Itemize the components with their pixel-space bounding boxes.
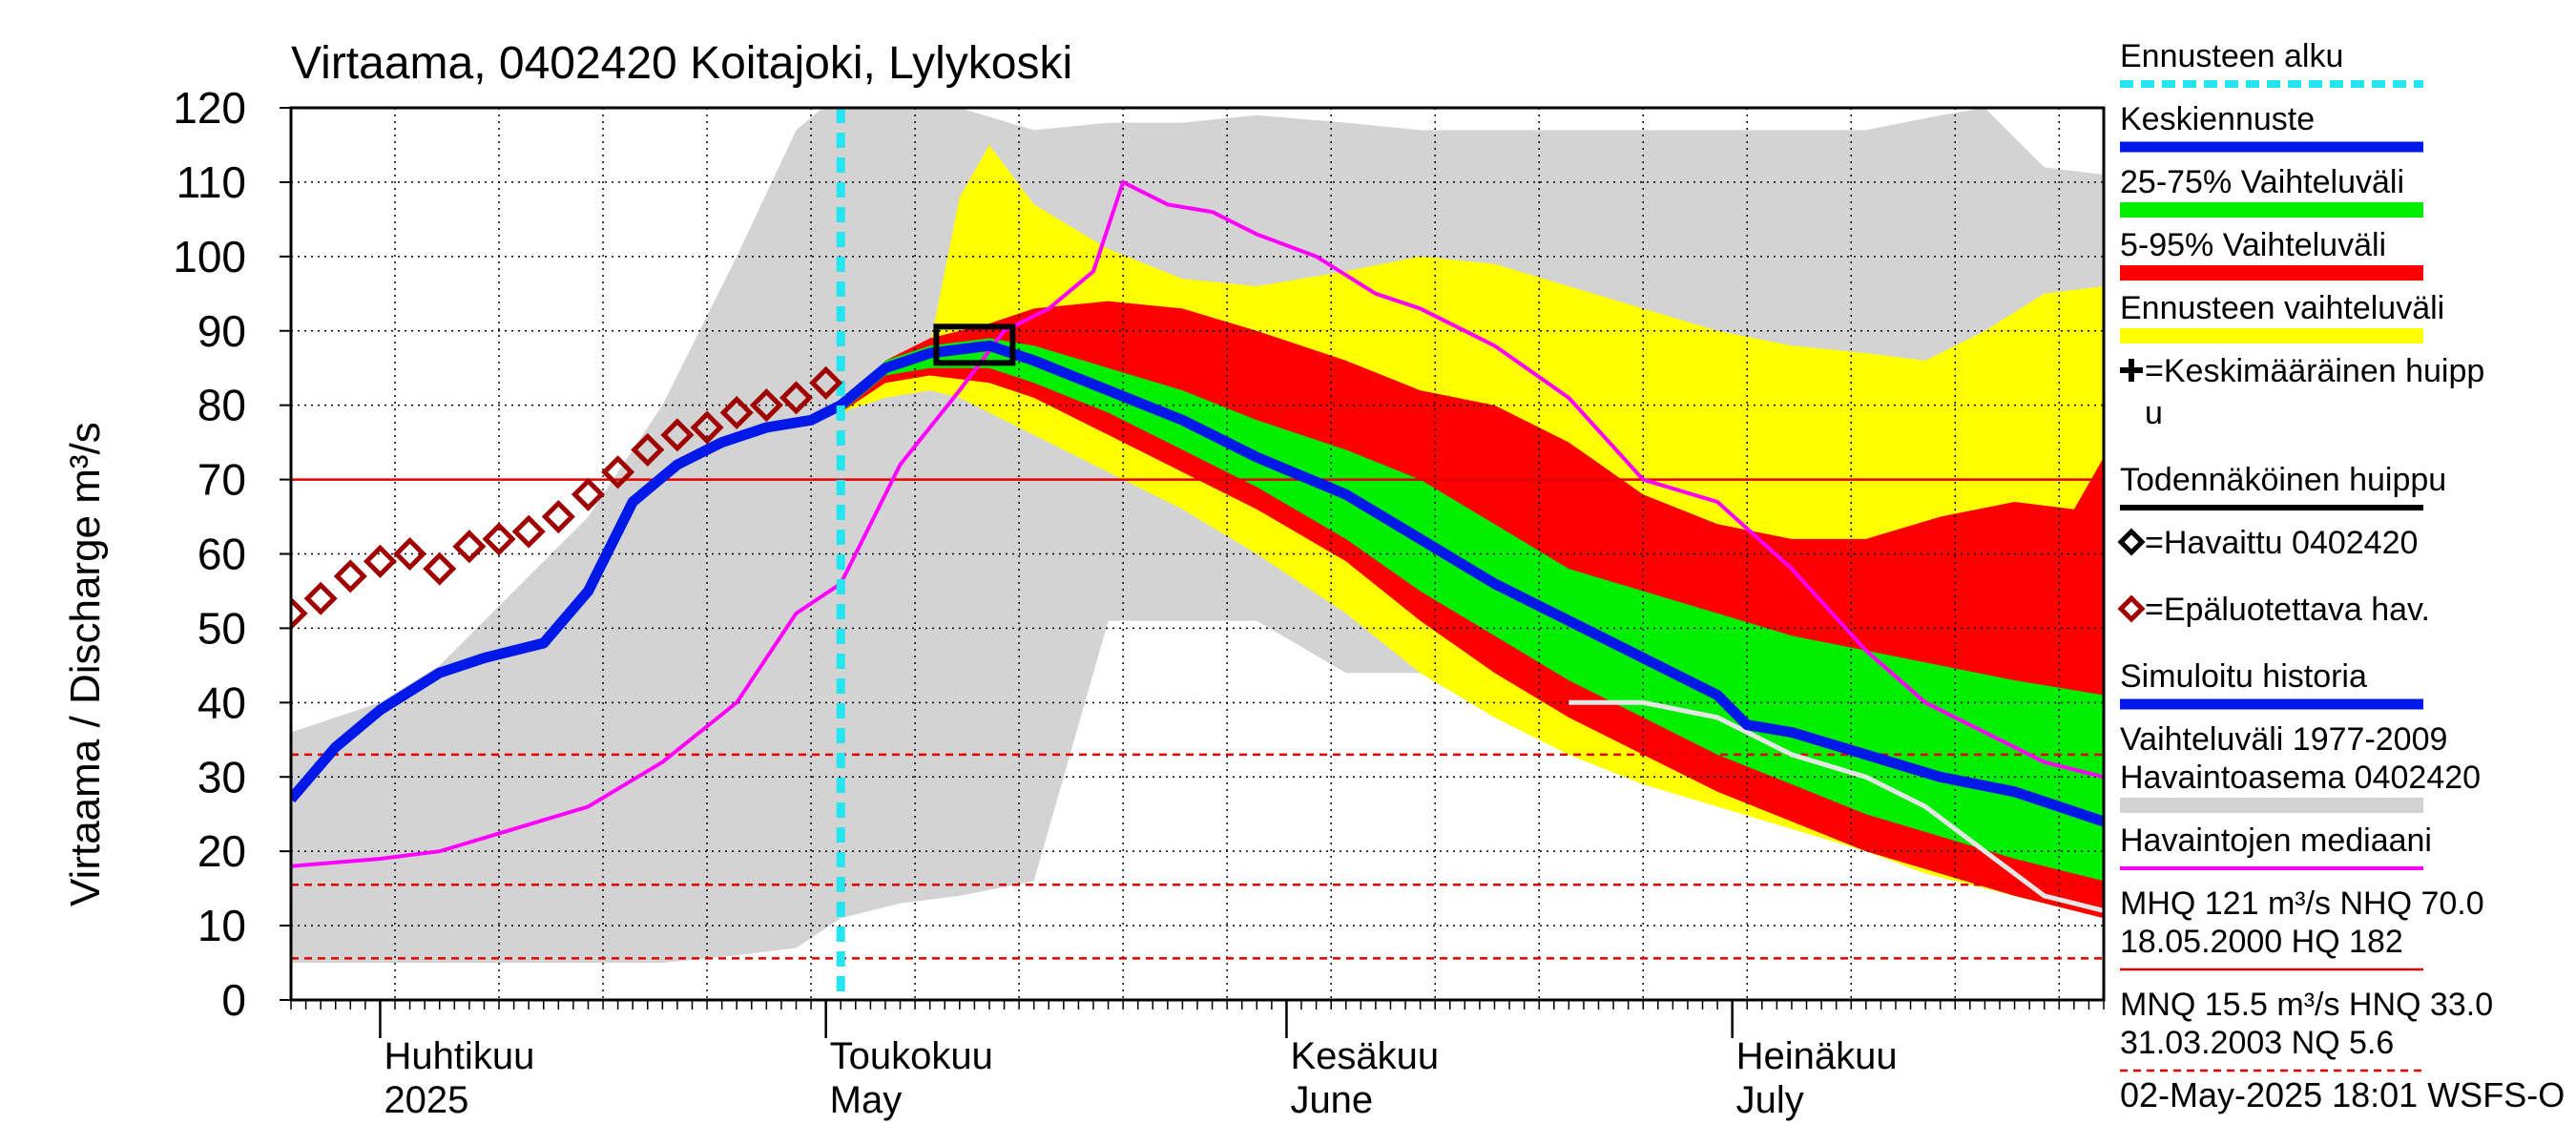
observed-unreliable-point bbox=[423, 552, 457, 586]
x-month-sublabel: June bbox=[1290, 1079, 1373, 1121]
legend-diamond-symbol bbox=[2117, 594, 2146, 623]
chart-title: Virtaama, 0402420 Koitajoki, Lylykoski bbox=[291, 38, 1072, 89]
y-tick-label: 100 bbox=[173, 232, 246, 281]
y-tick-label: 80 bbox=[197, 381, 246, 430]
legend-label: u bbox=[2145, 395, 2163, 431]
observed-unreliable-point bbox=[601, 455, 635, 489]
plot-area bbox=[289, 106, 2106, 1002]
observed-unreliable-point bbox=[363, 544, 397, 578]
legend-diamond-symbol bbox=[2117, 528, 2146, 556]
observed-unreliable-point bbox=[291, 596, 308, 631]
x-month-sublabel: July bbox=[1736, 1079, 1804, 1121]
y-tick-label: 40 bbox=[197, 677, 246, 727]
legend-item-observed-unreliable: =Epäluotettava hav. bbox=[2117, 592, 2430, 628]
legend-label: =Keskimääräinen huipp bbox=[2145, 353, 2484, 389]
legend-label: 25-75% Vaihteluväli bbox=[2120, 164, 2404, 200]
band-25-75 bbox=[841, 338, 2104, 882]
legend-item-forecast-start: Ennusteen alku bbox=[2120, 38, 2423, 88]
legend: Ennusteen alku Keskiennuste 25-75% Vaihtel… bbox=[2117, 38, 2493, 1072]
observed-unreliable-point bbox=[333, 559, 367, 593]
legend-item-forecast-range: Ennusteen vaihteluväli bbox=[2120, 290, 2444, 344]
observed-unreliable-point bbox=[303, 581, 338, 615]
observed-unreliable-point bbox=[779, 381, 814, 415]
probable-peak-box bbox=[933, 323, 1016, 366]
legend-label: Ennusteen alku bbox=[2120, 38, 2343, 74]
legend-item-stats1: MHQ 121 m³/s NHQ 70.018.05.2000 HQ 182 bbox=[2120, 885, 2484, 971]
legend-label: =Epäluotettava hav. bbox=[2145, 592, 2430, 628]
legend-label: 31.03.2003 NQ 5.6 bbox=[2120, 1025, 2394, 1061]
legend-label: Todennäköinen huippu bbox=[2120, 462, 2446, 498]
observed-unreliable-point bbox=[541, 500, 575, 534]
x-month-label: Heinäkuu bbox=[1736, 1035, 1898, 1077]
history-range-low-line bbox=[1568, 699, 2104, 913]
x-month-sublabel: May bbox=[830, 1079, 903, 1121]
y-tick-label: 50 bbox=[197, 603, 246, 653]
observed-unreliable-point bbox=[631, 432, 665, 467]
legend-item-history-range: Vaihteluväli 1977-2009 Havaintoasema 040… bbox=[2120, 721, 2481, 813]
legend-label: MHQ 121 m³/s NHQ 70.0 bbox=[2120, 885, 2484, 922]
legend-item-probable-peak: Todennäköinen huippu bbox=[2120, 462, 2446, 510]
observed-unreliable-point bbox=[482, 522, 516, 556]
legend-item-mean-peak: =Keskimääräinen huipp u bbox=[2120, 353, 2484, 431]
legend-item-stats2: MNQ 15.5 m³/s HNQ 33.031.03.2003 NQ 5.6 bbox=[2120, 987, 2493, 1072]
legend-plus-symbol bbox=[2120, 359, 2143, 382]
x-month-label: Huhtikuu bbox=[384, 1035, 534, 1077]
legend-label: MNQ 15.5 m³/s HNQ 33.0 bbox=[2120, 987, 2493, 1023]
y-tick-label: 110 bbox=[177, 157, 246, 207]
observed-unreliable-point bbox=[393, 536, 427, 572]
legend-label: Ennusteen vaihteluväli bbox=[2120, 290, 2444, 326]
legend-item-band-25-75: 25-75% Vaihteluväli bbox=[2120, 164, 2423, 218]
x-month-label: Toukokuu bbox=[830, 1035, 993, 1077]
y-tick-label: 20 bbox=[197, 826, 246, 876]
y-tick-label: 120 bbox=[173, 83, 246, 133]
y-tick-label: 10 bbox=[197, 901, 246, 950]
legend-label: Simuloitu historia bbox=[2120, 658, 2367, 695]
legend-label: Keskiennuste bbox=[2120, 101, 2315, 137]
observed-unreliable-point bbox=[571, 477, 606, 511]
y-tick-label: 30 bbox=[197, 752, 246, 802]
x-month-label: Kesäkuu bbox=[1290, 1035, 1439, 1077]
y-axis: 0 10 20 30 40 50 60 70 80 90 100 110 120 bbox=[173, 83, 291, 1025]
observed-unreliable-point bbox=[511, 514, 546, 549]
legend-label: Havaintojen mediaani bbox=[2120, 822, 2432, 859]
observed-unreliable-point bbox=[749, 388, 783, 423]
legend-item-median: Havaintojen mediaani bbox=[2120, 822, 2432, 870]
legend-label: 18.05.2000 HQ 182 bbox=[2120, 924, 2403, 960]
observed-unreliable-point bbox=[690, 410, 724, 445]
median-line bbox=[291, 179, 2104, 868]
timestamp: 02-May-2025 18:01 WSFS-O bbox=[2120, 1075, 2565, 1114]
observed-unreliable-point bbox=[452, 530, 487, 564]
y-axis-label: Virtaama / Discharge m³/s bbox=[62, 422, 109, 906]
y-tick-label: 70 bbox=[197, 455, 246, 505]
legend-label: =Havaittu 0402420 bbox=[2145, 525, 2418, 561]
legend-item-mean-forecast: Keskiennuste bbox=[2120, 101, 2423, 153]
y-tick-label: 0 bbox=[221, 975, 246, 1025]
observed-unreliable-point bbox=[719, 395, 754, 429]
legend-item-band-5-95: 5-95% Vaihteluväli bbox=[2120, 227, 2423, 281]
legend-item-observed: =Havaittu 0402420 bbox=[2117, 525, 2418, 561]
observed-unreliable-point bbox=[809, 365, 843, 400]
y-tick-label: 90 bbox=[197, 306, 246, 356]
x-month-sublabel: 2025 bbox=[384, 1079, 468, 1121]
observed-unreliable-point bbox=[660, 418, 695, 452]
legend-item-simulated: Simuloitu historia bbox=[2120, 658, 2423, 710]
y-tick-label: 60 bbox=[197, 530, 246, 579]
legend-label: Vaihteluväli 1977-2009 bbox=[2120, 721, 2447, 758]
legend-label: 5-95% Vaihteluväli bbox=[2120, 227, 2386, 263]
legend-label: Havaintoasema 0402420 bbox=[2120, 760, 2481, 796]
